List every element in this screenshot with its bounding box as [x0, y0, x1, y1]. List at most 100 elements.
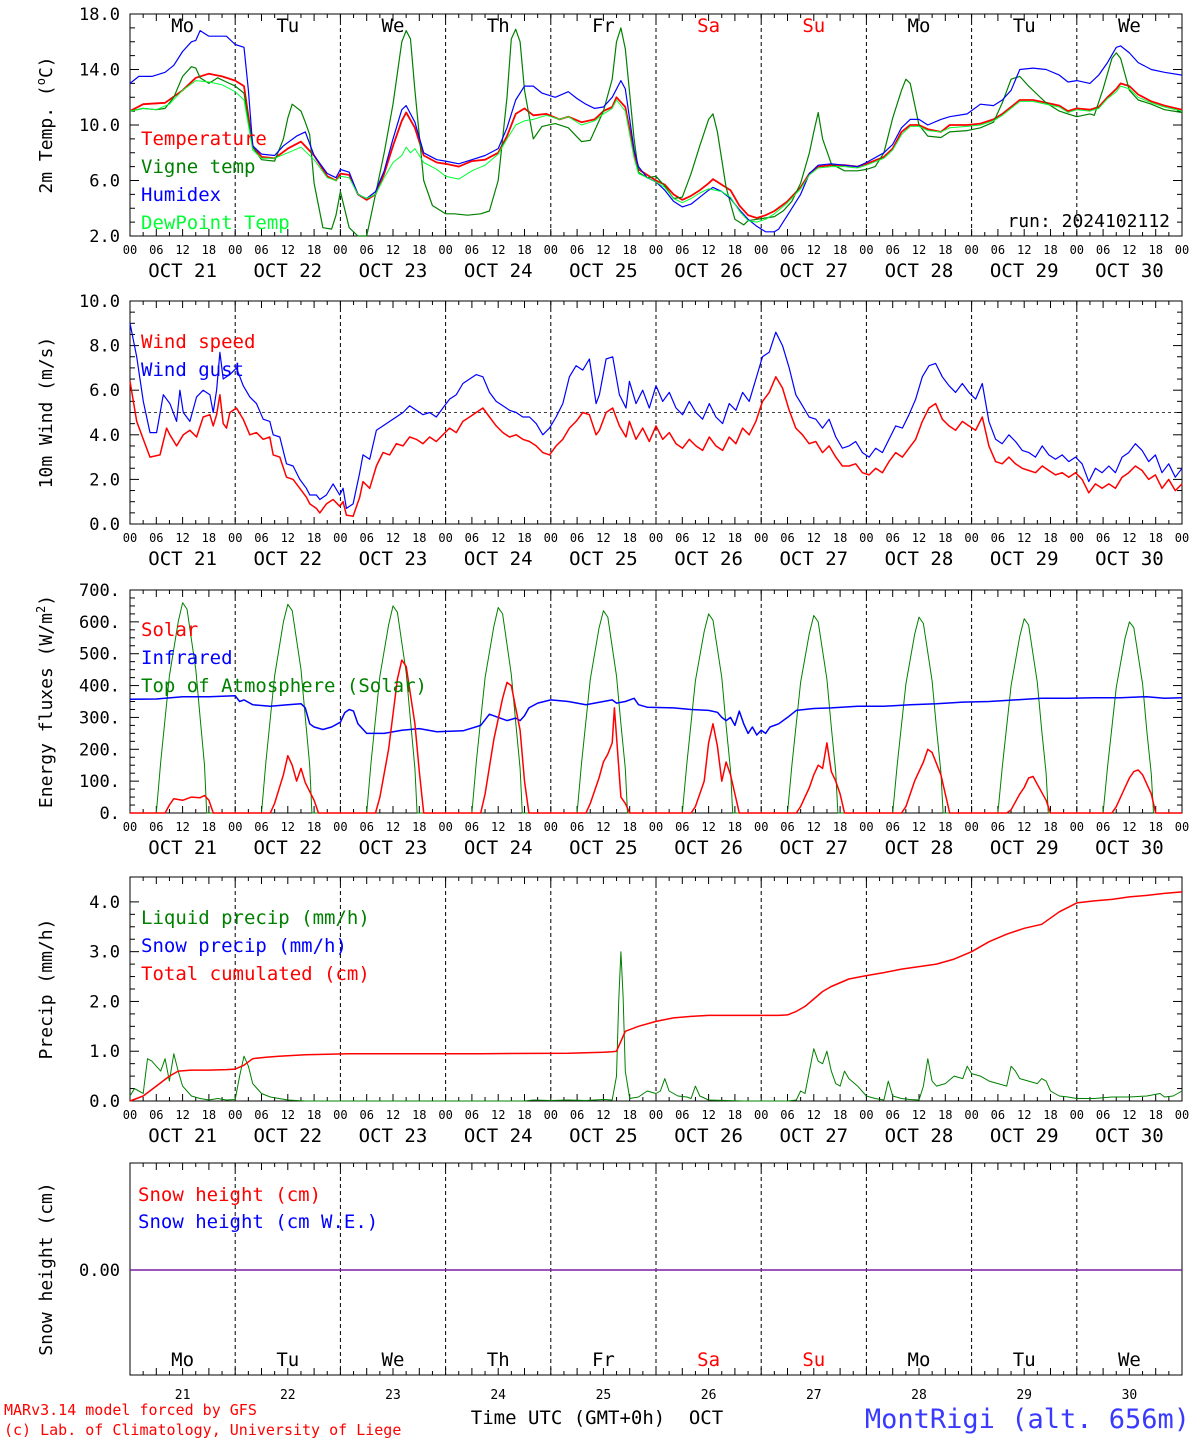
hour-tick-label: 06 — [780, 820, 794, 834]
day-name-bottom: Tu — [1013, 1349, 1036, 1371]
hour-tick-label: 12 — [701, 820, 715, 834]
hour-tick-label: 18 — [307, 820, 321, 834]
hour-tick-label: 00 — [228, 531, 242, 545]
series-line-3 — [129, 80, 1183, 223]
day-name-top: Sa — [697, 15, 720, 37]
day-name-top: Tu — [276, 15, 299, 37]
hour-tick-label: 00 — [333, 531, 347, 545]
day-name-top: Mo — [908, 15, 931, 37]
hour-tick-label: 06 — [254, 1108, 268, 1122]
hour-tick-label: 00 — [1070, 243, 1084, 257]
y-tick-label: 300. — [79, 708, 120, 728]
day-name-bottom: Tu — [276, 1349, 299, 1371]
y-tick-label: 4.0 — [89, 426, 120, 446]
hour-tick-label: 00 — [1070, 531, 1084, 545]
hour-tick-label: 12 — [386, 820, 400, 834]
day-name-top: Tu — [1013, 15, 1036, 37]
y-tick-label: 0. — [100, 804, 120, 824]
hour-tick-label: 00 — [649, 243, 663, 257]
date-label: OCT 30 — [1095, 260, 1164, 282]
y-tick-label: 3.0 — [89, 943, 120, 963]
hour-tick-label: 12 — [912, 1108, 926, 1122]
hour-tick-label: 12 — [807, 1108, 821, 1122]
hour-tick-label: 00 — [649, 531, 663, 545]
day-number: 26 — [701, 1388, 717, 1403]
hour-tick-label: 12 — [807, 531, 821, 545]
x-axis-month: OCT — [689, 1407, 723, 1429]
hour-tick-label: 00 — [1175, 243, 1189, 257]
day-number: 27 — [806, 1388, 822, 1403]
hour-tick-label: 06 — [675, 820, 689, 834]
date-label: OCT 22 — [253, 548, 322, 570]
date-label: OCT 24 — [464, 260, 533, 282]
hour-tick-label: 18 — [622, 243, 636, 257]
hour-tick-label: 12 — [491, 1108, 505, 1122]
date-label: OCT 21 — [148, 548, 217, 570]
hour-tick-label: 00 — [754, 820, 768, 834]
hour-tick-label: 18 — [1043, 531, 1057, 545]
hour-tick-label: 18 — [1043, 1108, 1057, 1122]
date-label: OCT 26 — [674, 1125, 743, 1147]
y-tick-label: 10.0 — [79, 116, 120, 136]
hour-tick-label: 18 — [622, 531, 636, 545]
hour-tick-label: 18 — [412, 531, 426, 545]
hour-tick-label: 06 — [885, 531, 899, 545]
hour-tick-label: 12 — [491, 820, 505, 834]
y-axis-label: 10m Wind (m/s) — [36, 337, 57, 489]
legend-entry: Snow height (cm) — [138, 1184, 321, 1206]
y-axis-label: Precip (mm/h) — [36, 919, 57, 1060]
y-tick-label: 2.0 — [89, 470, 120, 490]
hour-tick-label: 12 — [1122, 531, 1136, 545]
date-label: OCT 27 — [779, 1125, 848, 1147]
hour-tick-label: 12 — [596, 243, 610, 257]
day-name-bottom: Su — [802, 1349, 825, 1371]
hour-tick-label: 00 — [1175, 820, 1189, 834]
date-label: OCT 21 — [148, 1125, 217, 1147]
hour-tick-label: 06 — [149, 243, 163, 257]
hour-tick-label: 06 — [675, 1108, 689, 1122]
hour-tick-label: 00 — [228, 243, 242, 257]
hour-tick-label: 06 — [991, 1108, 1005, 1122]
series-line-0 — [129, 72, 1183, 219]
y-tick-label: 400. — [79, 677, 120, 697]
hour-tick-label: 12 — [1122, 243, 1136, 257]
hour-tick-label: 06 — [359, 531, 373, 545]
hour-tick-label: 06 — [254, 820, 268, 834]
y-tick-label: 0.00 — [79, 1261, 120, 1281]
day-number: 30 — [1122, 1388, 1138, 1403]
hour-tick-label: 06 — [991, 243, 1005, 257]
hour-tick-label: 00 — [123, 243, 137, 257]
y-tick-label: 2.0 — [89, 992, 120, 1012]
hour-tick-label: 12 — [1017, 243, 1031, 257]
hour-tick-label: 18 — [938, 531, 952, 545]
hour-tick-label: 12 — [386, 531, 400, 545]
hour-tick-label: 06 — [675, 243, 689, 257]
hour-tick-label: 06 — [885, 1108, 899, 1122]
date-label: OCT 26 — [674, 260, 743, 282]
date-label: OCT 22 — [253, 837, 322, 859]
hour-tick-label: 06 — [991, 820, 1005, 834]
series-line-1 — [129, 323, 1183, 509]
day-number: 29 — [1016, 1388, 1032, 1403]
hour-tick-label: 18 — [202, 243, 216, 257]
date-label: OCT 28 — [885, 548, 954, 570]
hour-tick-label: 18 — [622, 820, 636, 834]
hour-tick-label: 00 — [544, 820, 558, 834]
y-tick-label: 4.0 — [89, 893, 120, 913]
hour-tick-label: 18 — [938, 820, 952, 834]
hour-tick-label: 06 — [465, 820, 479, 834]
date-label: OCT 26 — [674, 548, 743, 570]
day-number: 23 — [385, 1388, 401, 1403]
hour-tick-label: 12 — [912, 531, 926, 545]
date-label: OCT 23 — [359, 837, 428, 859]
hour-tick-label: 18 — [202, 1108, 216, 1122]
hour-tick-label: 18 — [517, 1108, 531, 1122]
hour-tick-label: 18 — [1148, 820, 1162, 834]
hour-tick-label: 12 — [281, 820, 295, 834]
date-label: OCT 24 — [464, 837, 533, 859]
hour-tick-label: 06 — [1096, 243, 1110, 257]
day-name-bottom: We — [1118, 1349, 1141, 1371]
hour-tick-label: 18 — [517, 531, 531, 545]
hour-tick-label: 18 — [938, 243, 952, 257]
